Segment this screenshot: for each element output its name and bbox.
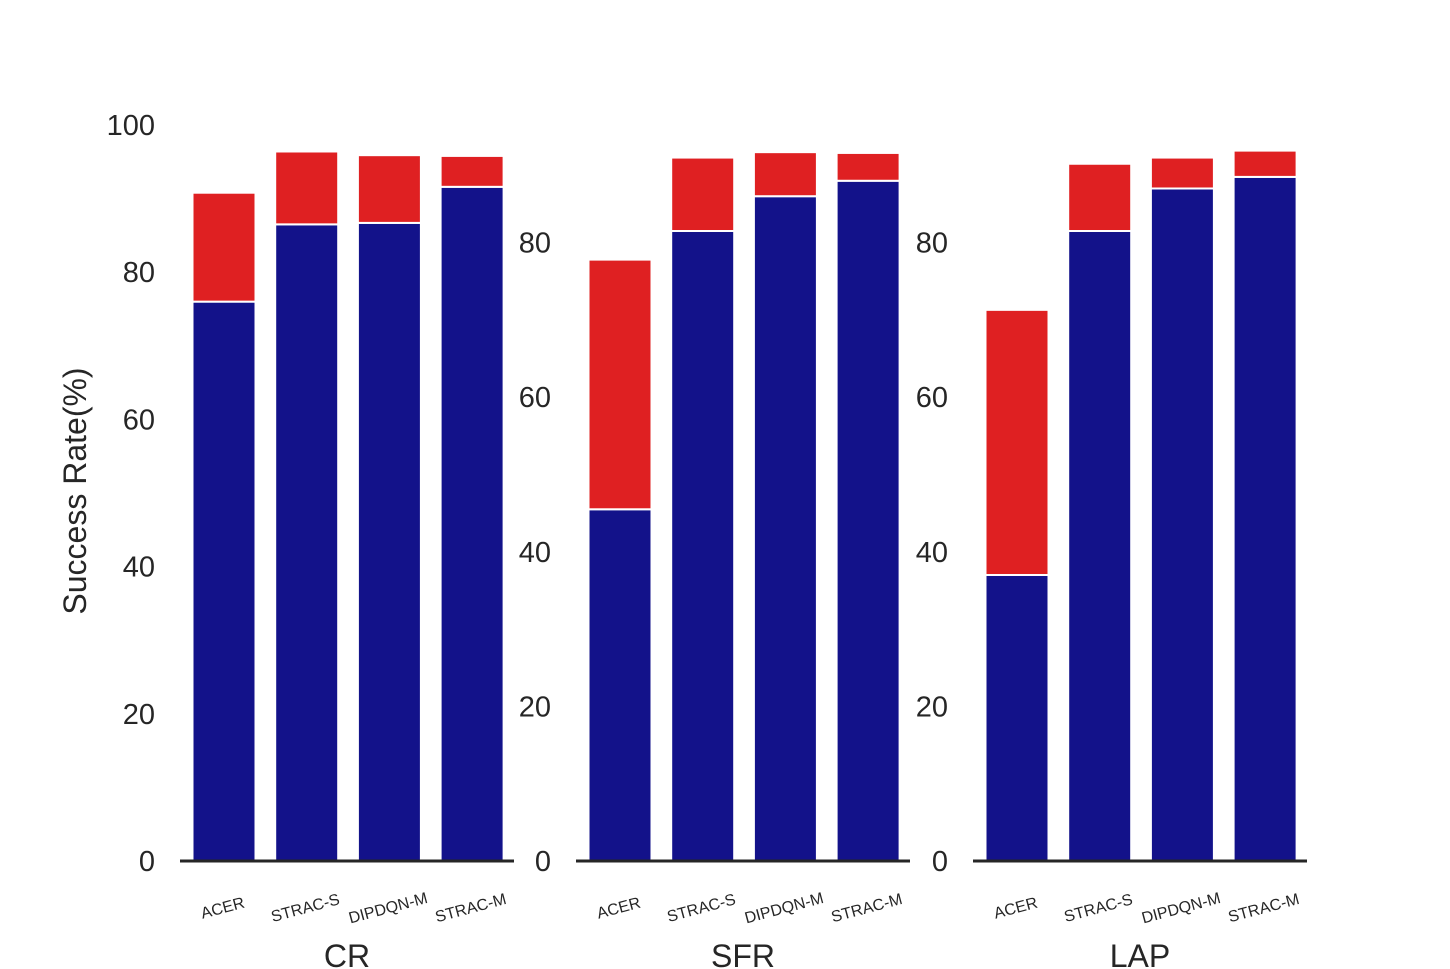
bar-lap-acer-base <box>984 573 1050 862</box>
y-tick-label: 80 <box>916 228 948 260</box>
y-tick-label: 0 <box>139 846 155 878</box>
panel-sfr: ACER STRAC-S DIPDQN-M STRAC-M 0 20 40 60 80 SFR <box>519 151 910 969</box>
y-tick-label: 60 <box>519 382 551 414</box>
bar-sfr-strac-m-base <box>835 179 901 862</box>
bar-cr-acer-top <box>191 191 257 303</box>
panel-label: CR <box>324 938 370 969</box>
y-tick-label: 40 <box>123 552 155 584</box>
category-label: STRAC-S <box>1062 891 1134 926</box>
bar-cr-acer-base <box>191 300 257 862</box>
y-tick-label: 40 <box>916 537 948 569</box>
category-label: ACER <box>992 895 1039 923</box>
bar-lap-dipdqn-m-base <box>1149 187 1215 863</box>
bar-lap-acer-top <box>984 308 1050 576</box>
y-tick-label: 100 <box>107 110 155 142</box>
bar-cr-dipdqn-m-base <box>356 221 422 862</box>
category-label: ACER <box>199 895 246 923</box>
category-label: STRAC-S <box>269 891 341 926</box>
bar-cr-strac-s-base <box>274 223 340 863</box>
bar-lap-strac-m-base <box>1232 175 1298 862</box>
chart-panels: ACER STRAC-S DIPDQN-M STRAC-M020406080100CR… <box>107 110 1307 969</box>
bar-cr-strac-s-top <box>274 150 340 226</box>
bar-lap-strac-m-top <box>1232 149 1298 178</box>
y-tick-label: 20 <box>916 691 948 723</box>
y-tick-label: 0 <box>535 846 551 878</box>
y-tick-label: 60 <box>123 404 155 436</box>
y-tick-label: 60 <box>916 382 948 414</box>
y-tick-label: 20 <box>519 691 551 723</box>
y-tick-label: 80 <box>123 257 155 289</box>
y-tick-label: 80 <box>519 228 551 260</box>
category-label: ACER <box>595 895 642 923</box>
category-label: DIPDQN-M <box>1140 890 1223 927</box>
bar-cr-dipdqn-m-top <box>356 154 422 224</box>
bar-cr-strac-m-top <box>439 154 505 188</box>
bar-sfr-strac-m-top <box>835 151 901 182</box>
bar-sfr-acer-base <box>587 508 653 862</box>
bar-sfr-acer-top <box>587 258 653 511</box>
panel-label: SFR <box>711 938 775 969</box>
category-label: STRAC-M <box>1227 891 1302 926</box>
category-label: STRAC-M <box>830 891 905 926</box>
panel-lap: ACER STRAC-S DIPDQN-M STRAC-M 0 20 40 60 80 LAP <box>916 149 1307 969</box>
y-tick-label: 20 <box>123 699 155 731</box>
category-label: STRAC-M <box>434 891 509 926</box>
bar-lap-dipdqn-m-top <box>1149 156 1215 190</box>
panel-label: LAP <box>1110 938 1170 969</box>
panel-cr: ACER STRAC-S DIPDQN-M STRAC-M 0 20 40 60 80 100 CR <box>107 110 514 969</box>
y-tick-label: 40 <box>519 537 551 569</box>
bar-sfr-dipdqn-m-top <box>752 151 818 198</box>
bar-sfr-strac-s-base <box>670 230 736 862</box>
bar-lap-strac-s-top <box>1067 162 1133 233</box>
bar-lap-strac-s-base <box>1067 230 1133 862</box>
category-label: DIPDQN-M <box>743 890 826 927</box>
bar-sfr-strac-s-top <box>670 156 736 233</box>
category-label: STRAC-S <box>665 891 737 926</box>
y-tick-label: 0 <box>932 846 948 878</box>
y-axis-label: Success Rate(%) <box>57 367 93 614</box>
bar-cr-strac-m-base <box>439 185 505 863</box>
category-label: DIPDQN-M <box>347 890 430 927</box>
bar-sfr-dipdqn-m-base <box>752 195 818 863</box>
